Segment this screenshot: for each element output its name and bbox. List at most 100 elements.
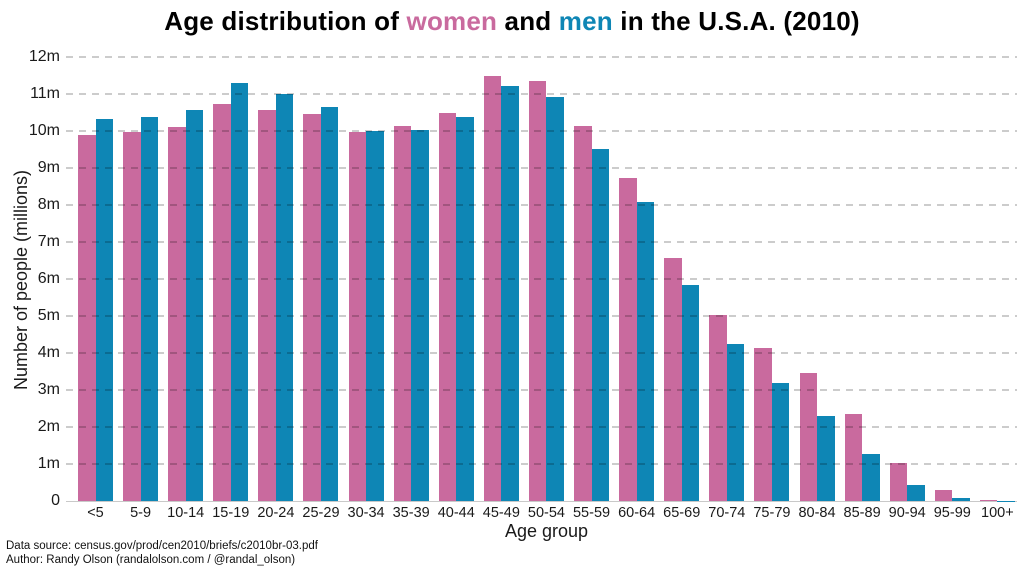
y-tick-label: 10m: [28, 122, 60, 139]
x-tick-label: 15-19: [212, 505, 250, 521]
bar-men-55-59: [591, 148, 610, 501]
bar-men-90-94: [907, 485, 925, 501]
bar-women-25-29: [303, 113, 321, 501]
author-note: Author: Randy Olson (randalolson.com / @…: [6, 554, 296, 566]
x-tick-label: 70-74: [708, 505, 746, 521]
bar-women-55-59: [574, 125, 592, 501]
bar-group-75-79: [754, 57, 790, 501]
bar-group-90-94: [889, 57, 925, 501]
x-tick-slot: 30-34: [347, 505, 385, 521]
x-tick-label: 65-69: [663, 505, 701, 521]
bar-men-15-19: [230, 82, 249, 501]
bar-group-45-49: [483, 57, 519, 501]
bar-men-45-49: [501, 86, 519, 501]
x-tick-slot: 75-79: [753, 505, 791, 521]
x-tick-slot: <5: [78, 505, 113, 521]
bar-men-<5: [95, 119, 113, 501]
data-source-note: Data source: census.gov/prod/cen2010/bri…: [6, 540, 318, 552]
x-axis-ticks: <5 5-9 10-14 15-19 20-24 25-29 30-34 35-39 40-44…: [76, 505, 1017, 521]
bar-men-25-29: [320, 107, 339, 501]
x-tick-slot: 15-19: [212, 505, 250, 521]
y-tick-label: 6m: [37, 270, 60, 287]
bar-group-10-14: [168, 57, 204, 501]
bar-group-20-24: [258, 57, 294, 501]
bar-group-60-64: [619, 57, 655, 501]
bar-group-35-39: [393, 57, 429, 501]
bar-men-75-79: [771, 383, 790, 501]
title-suffix: in the U.S.A. (2010): [612, 6, 860, 36]
y-tick-label: 12m: [28, 48, 60, 65]
y-tick-label: 2m: [37, 418, 60, 436]
x-tick-slot: 25-29: [302, 505, 340, 521]
bar-group-30-34: [348, 57, 384, 501]
x-tick-slot: 55-59: [572, 505, 611, 521]
x-tick-label: 85-89: [843, 505, 881, 521]
bar-women-100+: [979, 499, 998, 501]
x-tick-label: 20-24: [257, 505, 295, 521]
bar-men-10-14: [185, 109, 204, 501]
bar-group-50-54: [528, 57, 564, 501]
x-tick-label: 25-29: [302, 505, 340, 521]
bar-women-20-24: [258, 109, 276, 501]
bar-group-65-69: [664, 57, 700, 501]
y-tick-label: 0: [51, 492, 60, 509]
bar-group-70-74: [709, 57, 745, 501]
x-tick-slot: 60-64: [618, 505, 655, 521]
bar-women-50-54: [528, 80, 547, 501]
bar-men-30-34: [366, 131, 384, 501]
bar-group-85-89: [844, 57, 880, 501]
x-tick-label: 5-9: [130, 505, 152, 521]
bar-group-95-99: [934, 57, 970, 501]
bar-men-20-24: [275, 93, 294, 501]
y-tick-label: 8m: [37, 196, 60, 214]
x-tick-label: 100+: [981, 505, 1014, 521]
x-tick-label: <5: [87, 505, 104, 521]
x-tick-slot: 45-49: [482, 505, 520, 521]
x-tick-label: 45-49: [482, 505, 520, 521]
bar-group-40-44: [438, 57, 474, 501]
x-tick-slot: 80-84: [798, 505, 835, 521]
x-tick-label: 55-59: [572, 505, 611, 521]
y-tick-label: 1m: [37, 455, 60, 473]
y-tick-label: 4m: [37, 344, 60, 362]
x-tick-slot: 100+: [980, 505, 1015, 521]
bar-group-15-19: [213, 57, 249, 501]
y-tick-label: 11m: [30, 85, 60, 102]
x-tick-label: 50-54: [527, 505, 565, 521]
x-tick-label: 40-44: [437, 505, 475, 521]
bar-group-100+: [979, 57, 1015, 501]
title-prefix: Age distribution of: [164, 6, 407, 36]
bar-women-45-49: [483, 75, 502, 501]
bar-women-65-69: [664, 257, 682, 501]
x-tick-label: 10-14: [167, 505, 205, 521]
title-women-word: women: [406, 6, 498, 36]
bar-group-5-9: [123, 57, 159, 501]
x-tick-slot: 20-24: [257, 505, 295, 521]
bar-women-<5: [78, 135, 96, 501]
x-tick-label: 30-34: [347, 505, 385, 521]
bars-container: [76, 57, 1017, 501]
bar-women-5-9: [123, 132, 141, 501]
bar-women-15-19: [213, 103, 231, 501]
bar-men-40-44: [456, 116, 474, 501]
footer-notes: Data source: census.gov/prod/cen2010/bri…: [6, 539, 318, 567]
x-tick-slot: 85-89: [843, 505, 881, 521]
bar-women-95-99: [934, 490, 953, 501]
x-tick-slot: 95-99: [934, 505, 971, 521]
bar-group-<5: [78, 57, 113, 501]
x-axis-title: Age group: [504, 521, 589, 541]
y-tick-label: 5m: [37, 307, 60, 324]
x-tick-slot: 70-74: [708, 505, 746, 521]
x-tick-slot: 65-69: [663, 505, 701, 521]
bar-men-95-99: [952, 498, 970, 501]
x-tick-label: 75-79: [753, 505, 791, 521]
bar-women-75-79: [754, 347, 772, 501]
x-tick-label: 90-94: [888, 505, 926, 521]
x-axis-line: [66, 501, 1017, 502]
x-tick-label: 35-39: [392, 505, 430, 521]
x-tick-slot: 40-44: [437, 505, 475, 521]
x-tick-slot: 35-39: [392, 505, 430, 521]
x-tick-slot: 10-14: [167, 505, 205, 521]
bar-men-85-89: [862, 454, 880, 501]
bar-women-80-84: [799, 373, 817, 501]
